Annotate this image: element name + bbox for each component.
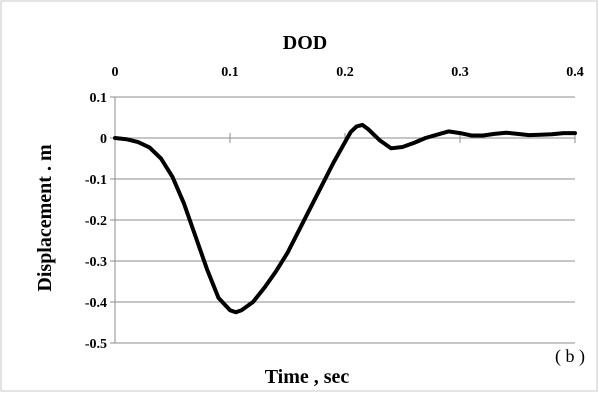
y-tick-label-3: -0.2 [85, 214, 107, 229]
x-tick-label-0: 0 [112, 65, 119, 80]
axes [110, 96, 576, 344]
y-tick-label-2: -0.1 [85, 173, 107, 188]
chart-title: DOD [283, 32, 327, 54]
y-axis-label: Displacement . m [34, 144, 56, 292]
y-tick-label-6: -0.5 [85, 337, 107, 352]
series-line-0 [113, 122, 577, 315]
y-tick-label-0: 0.1 [90, 91, 108, 106]
x-tick-label-4: 0.4 [566, 65, 584, 80]
y-tick-label-5: -0.4 [85, 296, 107, 311]
panel-label: ( b ) [555, 346, 585, 367]
x-axis-label: Time , sec [265, 366, 350, 388]
series [113, 122, 577, 315]
y-tick-label-1: 0 [100, 132, 107, 147]
y-tick-label-4: -0.3 [85, 255, 107, 270]
x-tick-label-3: 0.3 [451, 65, 469, 80]
x-tick-label-1: 0.1 [221, 65, 239, 80]
x-tick-label-2: 0.2 [336, 65, 354, 80]
tick-labels: 0 0.1 0.2 0.3 0.4 0.1 0 -0.1 -0.2 -0.3 -0.4 -0.5 [85, 65, 584, 352]
